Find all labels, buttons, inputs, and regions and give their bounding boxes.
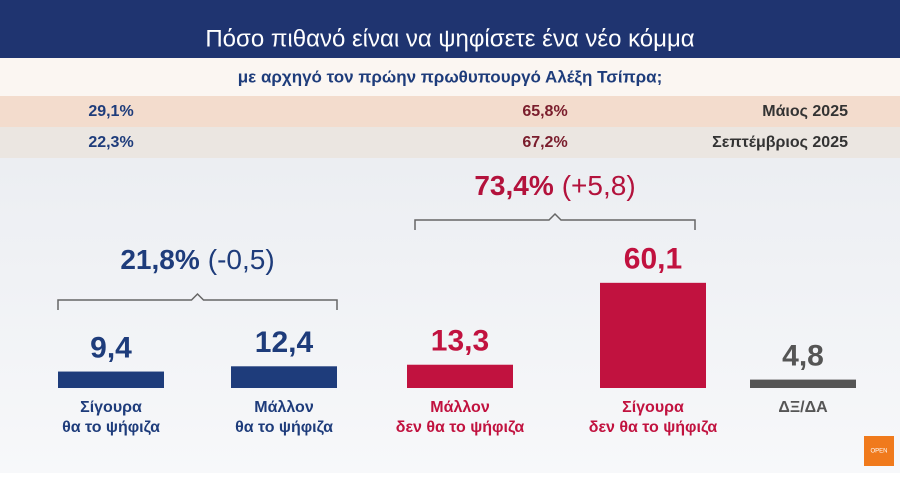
row-band [0, 96, 900, 127]
group-annotation: 73,4% (+5,8) [474, 170, 635, 201]
value-label: 13,3 [431, 325, 489, 358]
title-band [0, 0, 900, 58]
value-label: 12,4 [255, 326, 314, 359]
title: Πόσο πιθανό είναι να ψηφίσετε ένα νέο κό… [205, 25, 694, 52]
row-band [0, 127, 900, 158]
group-total: 73,4% [474, 170, 553, 201]
brace [414, 212, 696, 230]
value-label: 9,4 [90, 331, 132, 364]
brace [57, 292, 338, 310]
cell: 22,3% [88, 134, 133, 151]
logo-box [864, 436, 894, 466]
bar [231, 366, 337, 388]
cell: 65,8% [522, 103, 567, 120]
group-change: (-0,5) [208, 244, 275, 275]
cell: Σεπτέμβριος 2025 [712, 134, 848, 151]
category-label: ΔΞ/ΔΑ [778, 399, 828, 416]
bar [407, 364, 513, 388]
logo: OPEN [870, 449, 887, 455]
value-label: 4,8 [782, 340, 824, 373]
bar [600, 282, 706, 388]
group-change: (+5,8) [562, 170, 636, 201]
category-label: Μάλλον [430, 399, 490, 416]
category-label: δεν θα το ψήφιζα [589, 419, 718, 436]
category-label: Σίγουρα [622, 399, 684, 416]
cell: 67,2% [522, 134, 567, 151]
category-label: θα το ψήφιζα [235, 419, 333, 436]
category-label: Μάλλον [254, 399, 314, 416]
bar [58, 371, 164, 388]
cell: Μάιος 2025 [762, 103, 848, 120]
category-label: Σίγουρα [80, 399, 142, 416]
subtitle-band [0, 58, 900, 96]
cell: 29,1% [88, 103, 133, 120]
group-total: 21,8% [120, 244, 199, 275]
category-label: δεν θα το ψήφιζα [396, 419, 525, 436]
bar [750, 379, 856, 388]
category-label: θα το ψήφιζα [62, 419, 160, 436]
subtitle: με αρχηγό τον πρώην πρωθυπουργό Αλέξη Τσ… [238, 67, 662, 86]
group-annotation: 21,8% (-0,5) [120, 244, 274, 275]
value-label: 60,1 [624, 243, 682, 276]
